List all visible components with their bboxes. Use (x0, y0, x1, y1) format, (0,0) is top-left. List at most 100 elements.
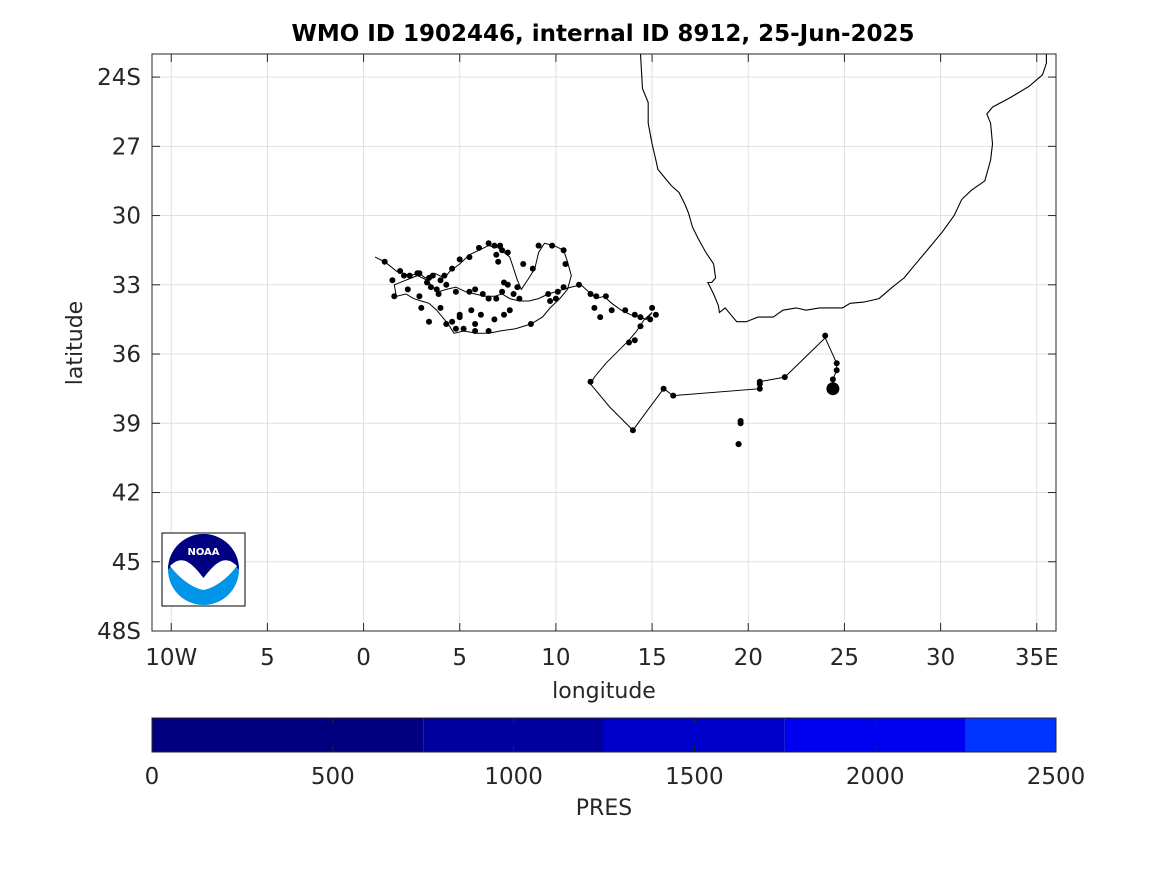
profile-point (397, 268, 404, 274)
profile-point (576, 281, 582, 288)
colorbar-segment (152, 718, 424, 752)
y-tick-label: 24S (97, 65, 141, 91)
colorbar-tick-label: 0 (145, 764, 160, 790)
float-track (374, 240, 840, 448)
profile-point (497, 242, 504, 249)
profile-point (591, 304, 598, 311)
profile-point (416, 293, 423, 300)
profile-point (535, 242, 542, 249)
profile-point (626, 339, 632, 346)
x-tick-label: 20 (734, 645, 763, 671)
profile-point (670, 392, 677, 399)
profile-point (629, 427, 636, 434)
profile-point (441, 272, 448, 279)
profile-point (493, 295, 500, 302)
profile-point (416, 270, 423, 277)
profile-point (781, 374, 788, 381)
x-tick-label: 15 (637, 645, 666, 671)
profile-point (479, 291, 486, 297)
profile-point (608, 307, 615, 314)
profile-point (456, 311, 463, 318)
profile-point (491, 316, 498, 323)
profile-point (622, 307, 629, 314)
y-tick-label: 42 (112, 481, 141, 507)
colorbar-segment (965, 718, 1056, 752)
colorbar-tick-label: 2000 (846, 764, 905, 790)
profile-point (389, 277, 396, 284)
x-tick-label: 10W (145, 645, 197, 671)
profile-point (562, 261, 569, 267)
profile-point (529, 265, 536, 272)
map-frame (151, 53, 1057, 632)
profile-point (429, 272, 436, 279)
profile-point (426, 318, 432, 325)
profile-point (485, 295, 492, 302)
profile-point (449, 318, 456, 325)
profile-point (456, 256, 463, 263)
profile-point (485, 328, 492, 334)
profile-point (499, 288, 506, 295)
profile-point (401, 272, 407, 279)
x-tick-label: 25 (830, 645, 859, 671)
profile-point (472, 321, 479, 327)
y-tick-label: 48S (97, 619, 141, 645)
profile-point (443, 281, 450, 288)
profile-point (404, 286, 411, 293)
colorbar-segments (152, 718, 1056, 752)
profile-point (833, 360, 840, 367)
profile-point (520, 261, 527, 267)
africa-coastline (639, 53, 1047, 323)
x-tick-label: 10 (541, 645, 570, 671)
profile-point (647, 316, 654, 323)
y-tick-label: 45 (112, 550, 141, 576)
profile-point (476, 244, 482, 251)
profile-point (652, 311, 659, 318)
longitude-ticks: 10W 5 0 5 10 15 20 25 30 35E (145, 54, 1059, 671)
profile-point (756, 378, 763, 385)
colorbar-tick-label: 1500 (665, 764, 724, 790)
profile-point (406, 272, 413, 279)
profile-point (554, 288, 561, 295)
profile-point (735, 441, 742, 448)
x-tick-label: 5 (260, 645, 275, 671)
profile-point (560, 284, 567, 291)
profile-point (602, 293, 609, 300)
profile-point (549, 242, 556, 249)
colorbar-ticks: 0 500 1000 1500 2000 2500 (145, 718, 1085, 790)
y-tick-label: 30 (112, 204, 141, 230)
profile-point (452, 288, 459, 295)
profile-point (499, 247, 506, 254)
figure-title: WMO ID 1902446, internal ID 8912, 25-Jun… (291, 21, 914, 47)
profile-point (437, 277, 444, 284)
profile-point (433, 286, 440, 293)
profile-point (504, 249, 511, 256)
x-tick-label: 30 (926, 645, 955, 671)
profile-point (833, 367, 840, 374)
profile-point (660, 385, 667, 392)
profile-point (510, 291, 517, 297)
profile-point (829, 376, 836, 383)
profile-point (437, 304, 444, 311)
seagull-icon (170, 560, 237, 590)
latest-position-marker (826, 382, 840, 396)
profile-point (593, 293, 600, 300)
profile-point (587, 291, 594, 297)
profile-point (637, 314, 644, 321)
logo-sky (168, 534, 239, 578)
x-axis-label: longitude (552, 679, 656, 704)
y-axis-label: latitude (63, 301, 88, 385)
profile-point (737, 420, 744, 427)
profile-point (552, 295, 559, 302)
profile-point (527, 321, 534, 327)
profile-point (547, 298, 554, 304)
profile-point (587, 378, 594, 385)
y-tick-label: 33 (112, 273, 141, 299)
y-tick-label: 39 (112, 411, 141, 437)
x-tick-label: 35E (1015, 645, 1059, 671)
x-tick-label: 5 (452, 645, 467, 671)
profile-point (443, 321, 450, 327)
profile-point (516, 295, 523, 302)
colorbar-tick-label: 500 (311, 764, 355, 790)
y-tick-label: 27 (112, 134, 141, 160)
profile-point (649, 304, 656, 311)
